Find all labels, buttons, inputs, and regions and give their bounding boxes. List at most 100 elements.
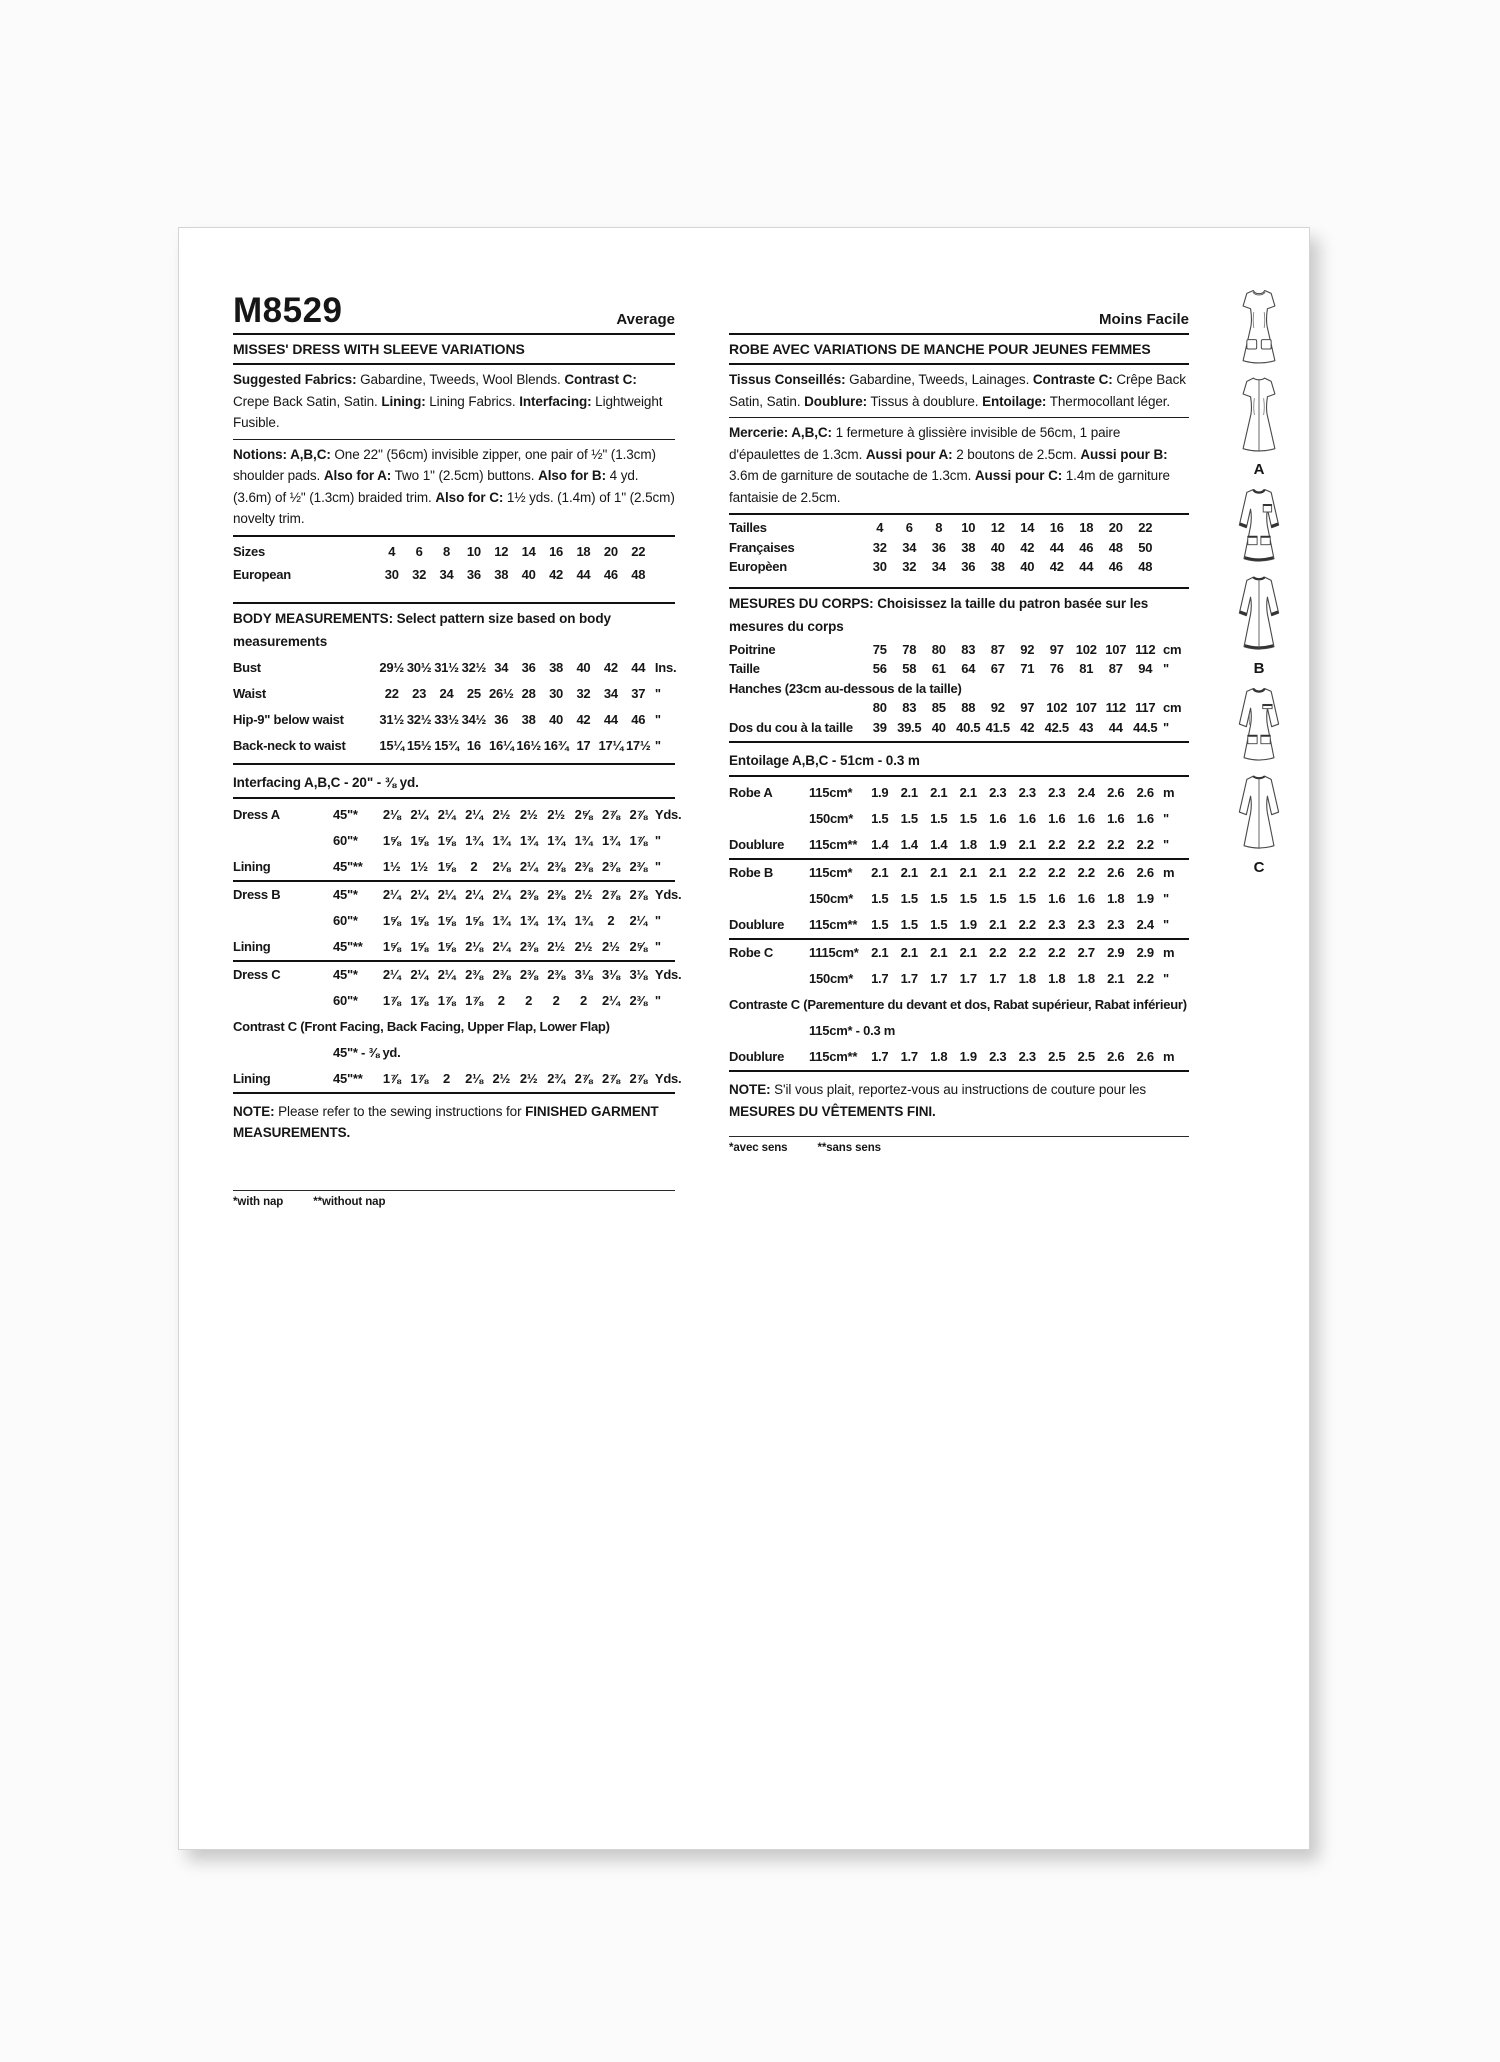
table-cell: " [654, 685, 661, 701]
table-cell: 41.5 [985, 719, 1011, 735]
table-cell: Yds. [654, 806, 682, 822]
table-cell: 1.6 [1048, 811, 1066, 826]
table-cell: m [1163, 785, 1175, 800]
text-segment: BODY MEASUREMENTS: [233, 610, 393, 626]
table-cell: 81 [1079, 661, 1094, 676]
table-cell: 1.6 [1107, 811, 1125, 826]
table-row: Hip-9" below waist 31½ 32½ 33½ 34½ 36 38 40 42 44… [233, 707, 675, 733]
table-cell: 30½ [406, 659, 432, 675]
table-cell: 44 [1079, 559, 1094, 574]
table-cell: 92 [990, 700, 1005, 715]
table-cell: " [654, 737, 661, 753]
view-b-label: B [1253, 660, 1265, 677]
table-row: Lining 45"** 1⅞ 1⅞ 2 2⅛ 2½ 2½ 2¾ 2⅞ 2⅞ 2⅞ Yds. [233, 1065, 682, 1094]
text-segment: Select pattern size based on body measur… [233, 610, 611, 649]
table-cell: 115cm** [809, 832, 865, 860]
text-segment: Gabardine, Tweeds, Wool Blends. [356, 372, 565, 387]
text-segment: Please refer to the sewing instructions … [274, 1103, 526, 1119]
table-cell: 87 [1108, 661, 1123, 676]
body-measurements-table-fr: Poitrine 75 78 80 83 87 92 97 102 107 112 cm Taille 5… [729, 640, 1189, 738]
table-row: Contraste C (Parementure du devant et do… [729, 992, 1189, 1018]
text-segment: Lining: [381, 393, 426, 409]
text-segment: S'il vous plait, reportez-vous au instru… [770, 1082, 1147, 1097]
text-segment: Interfacing: [519, 393, 592, 409]
text-segment: Also for B: [538, 468, 606, 483]
table-cell: 4 [388, 543, 396, 559]
table-cell: 45"* [333, 966, 358, 982]
table-cell: 38 [961, 539, 976, 555]
table-cell: Dress A [233, 806, 280, 822]
table-cell: 2.1 [1012, 832, 1042, 860]
table-cell: 2.1 [1107, 971, 1125, 986]
table-cell: " [1163, 661, 1169, 676]
table-cell: 31½ [434, 659, 459, 675]
table-cell: 2⅛ [460, 1065, 488, 1094]
table-cell [333, 563, 378, 586]
table-cell: 1.5 [865, 912, 895, 940]
table-cell: 46 [603, 566, 618, 582]
table-cell: 1.6 [1048, 891, 1066, 906]
table-cell: 102 [1046, 700, 1068, 715]
table-cell: 42 [603, 659, 618, 675]
table-cell: 34 [902, 539, 917, 555]
table-cell: 40 [549, 711, 564, 727]
table-cell: Contraste C (Parementure du devant et do… [729, 997, 1187, 1012]
table-cell: 83 [961, 641, 976, 657]
table-cell: 38 [521, 711, 536, 727]
table-row: Lining 45"** 1⅝ 1⅝ 1⅝ 2⅛ 2¼ 2⅜ 2½ 2½ 2½ 2⅝ " [233, 933, 675, 962]
table-row: Hanches (23cm au-dessous de la taille) [729, 679, 1189, 699]
difficulty-label-en: Average [616, 310, 675, 328]
table-cell: 32½ [461, 659, 487, 675]
table-cell: 2.2 [1077, 865, 1096, 880]
table-cell: 2¼ [465, 886, 483, 902]
table-cell: 2 [579, 992, 587, 1008]
table-cell: 2½ [492, 806, 511, 822]
table-cell: " [651, 853, 675, 882]
table-cell: 1.5 [871, 811, 889, 826]
divider [233, 333, 675, 335]
table-row: Dress B 45"* 2¼ 2¼ 2¼ 2¼ 2¼ 2⅜ 2⅜ 2½ 2⅞ 2⅞ Yds. [233, 881, 682, 908]
table-cell [333, 655, 378, 681]
table-cell: 1⅞ [437, 992, 456, 1008]
table-cell: 60"* [333, 832, 358, 848]
table-cell: 16 [1049, 520, 1064, 535]
table-cell: 36 [494, 711, 509, 727]
english-column: M8529 Average MISSES' DRESS WITH SLEEVE … [233, 282, 682, 1208]
table-cell: 115cm** [809, 1044, 865, 1072]
divider [729, 417, 1189, 418]
table-cell: 44 [1049, 539, 1064, 555]
table-cell: 2.1 [871, 865, 889, 880]
table-cell: 40 [1020, 559, 1035, 574]
table-row: Robe A 115cm* 1.9 2.1 2.1 2.1 2.3 2.3 2.3 2.4 2.6 2… [729, 780, 1189, 806]
table-cell: 2.2 [1048, 865, 1066, 880]
table-cell: 2.3 [1042, 912, 1072, 940]
table-cell: 2.2 [1071, 832, 1101, 860]
table-cell [809, 538, 865, 558]
table-cell: 2.5 [1071, 1044, 1101, 1072]
table-cell: 1¾ [492, 912, 511, 928]
table-cell: 1.9 [953, 1044, 983, 1072]
table-cell: 2½ [487, 1065, 515, 1094]
table-cell: 2¼ [410, 806, 428, 822]
table-cell: 2¼ [465, 806, 483, 822]
text-segment: Entoilage: [982, 393, 1047, 409]
sizes-table-en: Sizes 4 6 8 10 12 14 16 18 20 22 European 30 32 34 36 38… [233, 540, 675, 586]
text-segment: One 22" (56cm) invisible zipper, one pai… [233, 446, 656, 484]
table-cell: 1.5 [989, 891, 1007, 906]
text-segment: Notions: A,B,C: [233, 446, 331, 462]
table-cell: 2½ [542, 933, 570, 962]
table-cell: 1.5 [1018, 891, 1037, 906]
yardage-table-en: Dress A 45"* 2⅛ 2¼ 2¼ 2¼ 2½ 2½ 2½ 2⅝ 2⅞ 2⅞ Yds. 60"* 1… [233, 802, 682, 1094]
table-cell: Robe A [729, 785, 773, 800]
table-row: 60"* 1⅝ 1⅝ 1⅝ 1⅝ 1¾ 1¾ 1¾ 1¾ 2 2¼ " [233, 908, 675, 934]
table-cell: 40 [521, 566, 536, 582]
table-cell: 2⅜ [542, 853, 570, 882]
yardage-table-fr: Robe A 115cm* 1.9 2.1 2.1 2.1 2.3 2.3 2.3 2.4 2.6 2… [729, 780, 1189, 1072]
table-cell: 64 [961, 661, 976, 676]
table-cell: Françaises [729, 539, 795, 555]
text-segment: 1.4m de garniture fantaisie de 2.5cm. [729, 468, 1170, 505]
table-cell: 60"* [333, 992, 358, 1008]
table-cell [729, 966, 809, 992]
table-cell: 2⅞ [629, 806, 648, 822]
text-segment: NOTE: [233, 1103, 275, 1119]
